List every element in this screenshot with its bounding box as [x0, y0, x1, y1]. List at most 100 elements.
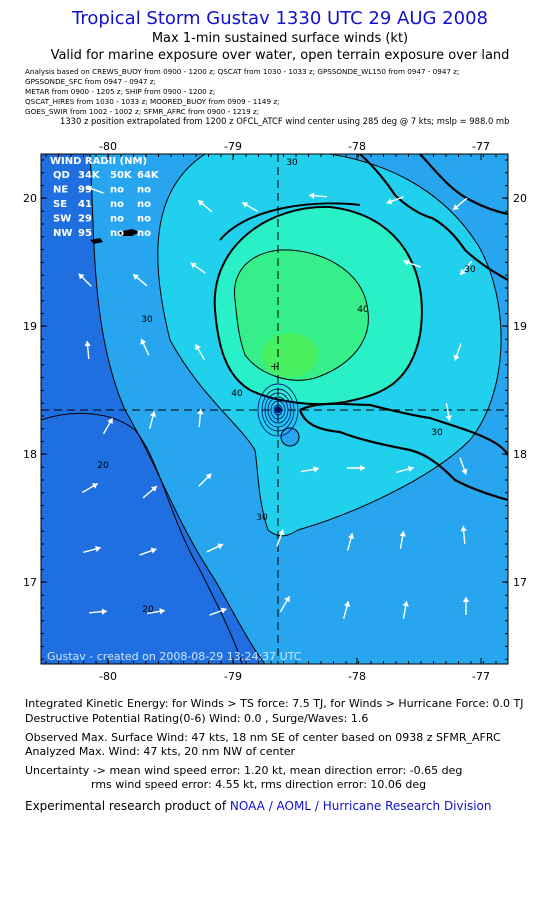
lat-tick-label-right: 18	[513, 448, 527, 461]
wind-arrow	[346, 533, 355, 551]
contour-label: 20	[97, 461, 109, 471]
axis-ticks	[41, 154, 508, 664]
validity-note: Valid for marine exposure over water, op…	[50, 48, 510, 63]
contour-line-40kt	[213, 205, 423, 406]
lat-tick-label-right: 20	[513, 192, 527, 205]
cuba-coastline	[359, 154, 508, 281]
lon-tick-label-top: -77	[472, 140, 490, 153]
lon-tick-label-bottom: -79	[224, 670, 242, 683]
wind-radii-title: WIND RADII (NM)	[50, 156, 147, 167]
small-island	[118, 229, 140, 236]
wind-arrow	[460, 525, 467, 545]
wind-arrow	[459, 457, 468, 475]
footer-org-link[interactable]: NOAA / AOML / Hurricane Research Divisio…	[229, 799, 492, 813]
wind-radii-cell: SW	[53, 214, 71, 225]
wind-arrow	[84, 340, 91, 360]
wind-arrow	[402, 601, 409, 619]
source-line: GPSSONDE_SFC from 0947 - 0947 z;	[25, 77, 156, 86]
contour-line-20kt	[89, 154, 266, 664]
map-credit: Gustav - created on 2008-08-29 13:24:37 …	[47, 650, 302, 663]
wind-arrow	[279, 595, 291, 613]
contour-line-30kt	[157, 154, 502, 537]
wind-radii-cell: no	[137, 199, 151, 210]
position-note: 1330 z position extrapolated from 1200 z…	[60, 116, 510, 126]
jamaica-coastline	[299, 402, 508, 456]
wind-radii-cell: 99	[78, 185, 92, 196]
source-line: METAR from 0900 - 1205 z; SHIP from 0900…	[25, 87, 216, 96]
lat-tick-label-left: 18	[23, 448, 37, 461]
lat-tick-label-left: 19	[23, 320, 37, 333]
wind-arrow	[197, 199, 213, 213]
dpr-line: Destructive Potential Rating(0-6) Wind: …	[25, 712, 369, 725]
contour-line-core	[234, 249, 369, 381]
ike-line: Integrated Kinetic Energy: for Winds > T…	[25, 697, 524, 710]
lon-tick-label-bottom: -77	[472, 670, 490, 683]
lon-tick-label-top: -78	[348, 140, 366, 153]
lon-tick-label-top: -80	[99, 140, 117, 153]
contour-label: 40	[357, 305, 369, 315]
wind-arrow	[206, 543, 224, 553]
wind-radii-cell: NE	[53, 185, 68, 196]
wind-arrow	[399, 531, 406, 549]
wind-arrow	[301, 466, 319, 473]
wind-arrow	[78, 273, 92, 287]
contour-line-30kt-bold	[219, 202, 361, 241]
wind-arrow	[139, 547, 157, 556]
source-line: Analysis based on CREWS_BUOY from 0900 -…	[25, 67, 460, 76]
lat-tick-label-left: 20	[23, 192, 37, 205]
footer-prefix: Experimental research product of	[25, 799, 230, 813]
wind-arrow	[403, 259, 421, 268]
contour-label: 30	[431, 428, 443, 438]
contour-label: 30	[286, 158, 298, 168]
uncertainty-line-1: Uncertainty -> mean wind speed error: 1.…	[25, 764, 463, 777]
wind-arrow	[462, 597, 470, 615]
wind-radii-cell: no	[137, 228, 151, 239]
contour-line-20kt	[41, 413, 243, 664]
center-ring	[257, 383, 299, 437]
wind-radii-cell: no	[110, 214, 124, 225]
wind-arrow	[276, 529, 285, 547]
wind-radii-cell: no	[110, 185, 124, 196]
contour-label: 30	[141, 315, 153, 325]
wind-radii-cell: no	[110, 199, 124, 210]
wind-radii-cell: 41	[78, 199, 92, 210]
observed-max-wind: Observed Max. Surface Wind: 47 kts, 18 n…	[25, 731, 501, 744]
source-line: QSCAT_HIRES from 1030 - 1033 z; MOORED_B…	[25, 97, 280, 106]
wind-vectors	[78, 185, 473, 619]
wind-radii-table: WIND RADII (NM) QD 34K 50K 64K NE 99 no no SE 41 no…	[50, 156, 160, 239]
map-title: Tropical Storm Gustav 1330 UTC 29 AUG 20…	[71, 8, 488, 29]
wind-arrow	[445, 403, 452, 421]
wind-arrow	[452, 197, 468, 211]
contour-label: 30	[464, 265, 476, 275]
wind-arrow	[81, 482, 99, 494]
lat-tick-label-right: 17	[513, 576, 527, 589]
lon-tick-label-top: -79	[224, 140, 242, 153]
wind-radii-cell: no	[137, 214, 151, 225]
small-island	[90, 238, 103, 244]
wind-arrow	[140, 338, 150, 356]
wind-radii-cell: no	[110, 228, 124, 239]
cuba-coastline	[419, 154, 508, 216]
low-wind-pocket	[280, 427, 300, 447]
wind-arrow	[88, 608, 108, 615]
wind-arrow	[342, 601, 351, 619]
wind-arrow	[453, 343, 462, 361]
wind-arrow	[142, 485, 158, 499]
wind-radii-cell: 64K	[137, 170, 160, 181]
contour-label: 40	[231, 389, 243, 399]
wind-radii-cell: QD	[53, 170, 70, 181]
source-line: GOES_SWIR from 1002 - 1002 z; SFMR_AFRC …	[25, 107, 260, 116]
wind-radii-cell: 29	[78, 214, 92, 225]
footer: Experimental research product of NOAA / …	[25, 799, 491, 813]
wind-arrow	[386, 196, 404, 205]
wind-radii-cell: NW	[53, 228, 72, 239]
wind-arrow	[197, 408, 204, 428]
wind-arrow	[194, 343, 206, 361]
wind-radii-cell: 34K	[78, 170, 101, 181]
wind-arrow	[198, 473, 212, 487]
wind-arrow	[147, 608, 165, 615]
wind-arrow	[83, 545, 101, 554]
wind-arrow	[347, 464, 365, 472]
analyzed-max-wind: Analyzed Max. Wind: 47 kts, 20 nm NW of …	[25, 745, 296, 758]
